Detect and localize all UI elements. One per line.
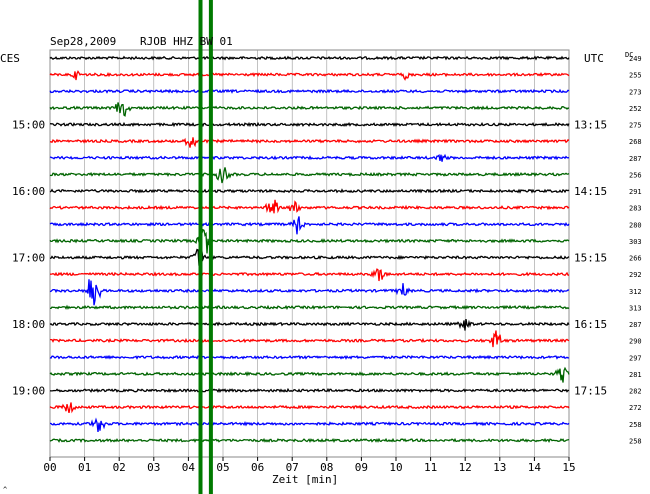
x-tick-label: 11 xyxy=(424,461,437,474)
seismic-trace xyxy=(49,55,570,61)
seismic-trace xyxy=(50,304,570,310)
seismic-trace xyxy=(49,228,570,254)
x-tick-label: 03 xyxy=(147,461,160,474)
seismic-trace xyxy=(49,102,570,117)
dc-value: 255 xyxy=(629,72,642,80)
dc-value: 292 xyxy=(629,271,642,279)
trace-layer xyxy=(49,55,570,444)
seismic-trace xyxy=(49,199,570,214)
dc-value: 283 xyxy=(629,205,642,213)
chart-date: Sep28,2009 xyxy=(50,35,116,48)
x-tick-label: 05 xyxy=(216,461,229,474)
dc-label: DC xyxy=(625,51,633,59)
right-time-label: 13:15 xyxy=(574,119,607,132)
left-time-label: 15:00 xyxy=(12,119,45,132)
dc-value: 249 xyxy=(629,55,642,63)
x-tick-label: 15 xyxy=(562,461,575,474)
dc-value: 268 xyxy=(629,138,642,146)
seismic-trace xyxy=(50,137,570,148)
dc-value: 287 xyxy=(629,321,642,329)
dc-value: 303 xyxy=(629,238,642,246)
seismic-trace xyxy=(49,417,570,432)
seismic-trace xyxy=(49,318,570,331)
dc-value: 281 xyxy=(629,371,642,379)
seismic-trace xyxy=(49,279,570,306)
x-tick-label: 06 xyxy=(251,461,264,474)
dc-value: 272 xyxy=(629,404,642,412)
dc-value: 290 xyxy=(629,338,642,346)
right-timezone: UTC xyxy=(584,52,604,65)
dc-value: 258 xyxy=(629,437,642,445)
x-tick-label: 09 xyxy=(355,461,368,474)
x-tick-label: 02 xyxy=(113,461,126,474)
left-timezone: CES xyxy=(0,52,20,65)
dc-value: 266 xyxy=(629,255,642,263)
x-tick-label: 12 xyxy=(459,461,472,474)
dc-value: 280 xyxy=(629,221,642,229)
dc-value: 297 xyxy=(629,354,642,362)
dc-value: 312 xyxy=(629,288,642,296)
seismic-trace xyxy=(49,153,570,162)
dc-value: 282 xyxy=(629,388,642,396)
dc-value: 287 xyxy=(629,155,642,163)
seismic-trace xyxy=(49,402,570,414)
x-tick-label: 07 xyxy=(286,461,299,474)
x-tick-label: 13 xyxy=(493,461,506,474)
left-time-label: 17:00 xyxy=(12,252,45,265)
dc-value: 273 xyxy=(629,88,642,96)
x-axis-label: Zeit [min] xyxy=(272,473,338,486)
left-time-label: 19:00 xyxy=(12,385,45,398)
x-tick-label: 08 xyxy=(320,461,333,474)
seismic-trace xyxy=(49,387,570,394)
marker-layer xyxy=(198,0,213,494)
grid-layer xyxy=(49,49,570,461)
chart-station: RJOB HHZ BW 01 xyxy=(140,35,233,48)
right-time-label: 16:15 xyxy=(574,318,607,331)
dc-value: 275 xyxy=(629,122,642,130)
seismic-trace xyxy=(49,70,570,81)
right-time-label: 17:15 xyxy=(574,385,607,398)
x-tick-label: 10 xyxy=(389,461,402,474)
dc-value: 256 xyxy=(629,171,642,179)
left-time-label: 18:00 xyxy=(12,318,45,331)
dc-value: 252 xyxy=(629,105,642,113)
dc-value: 291 xyxy=(629,188,642,196)
seismic-trace xyxy=(49,121,570,128)
seismic-trace xyxy=(49,248,570,266)
x-tick-label: 14 xyxy=(528,461,542,474)
label-layer: 249 255 273 252 275 268 287 256 291 283 280 303 266 2… xyxy=(12,55,642,474)
left-time-label: 16:00 xyxy=(12,185,45,198)
x-tick-label: 04 xyxy=(182,461,196,474)
plot-frame xyxy=(49,49,570,458)
seismic-trace xyxy=(50,330,570,348)
dc-value: 258 xyxy=(629,421,642,429)
seismic-trace xyxy=(49,437,570,444)
seismic-trace xyxy=(49,88,570,94)
x-tick-label: 00 xyxy=(43,461,56,474)
corner-mark: ^ xyxy=(3,486,7,494)
right-time-label: 15:15 xyxy=(574,252,607,265)
x-tick-label: 01 xyxy=(78,461,91,474)
seismic-trace xyxy=(49,366,570,383)
seismic-trace xyxy=(49,216,570,235)
seismic-trace xyxy=(49,188,570,194)
right-time-label: 14:15 xyxy=(574,185,607,198)
seismic-trace xyxy=(49,354,570,360)
seismic-trace xyxy=(50,268,570,282)
dc-value: 313 xyxy=(629,304,642,312)
seismic-trace xyxy=(49,167,570,184)
